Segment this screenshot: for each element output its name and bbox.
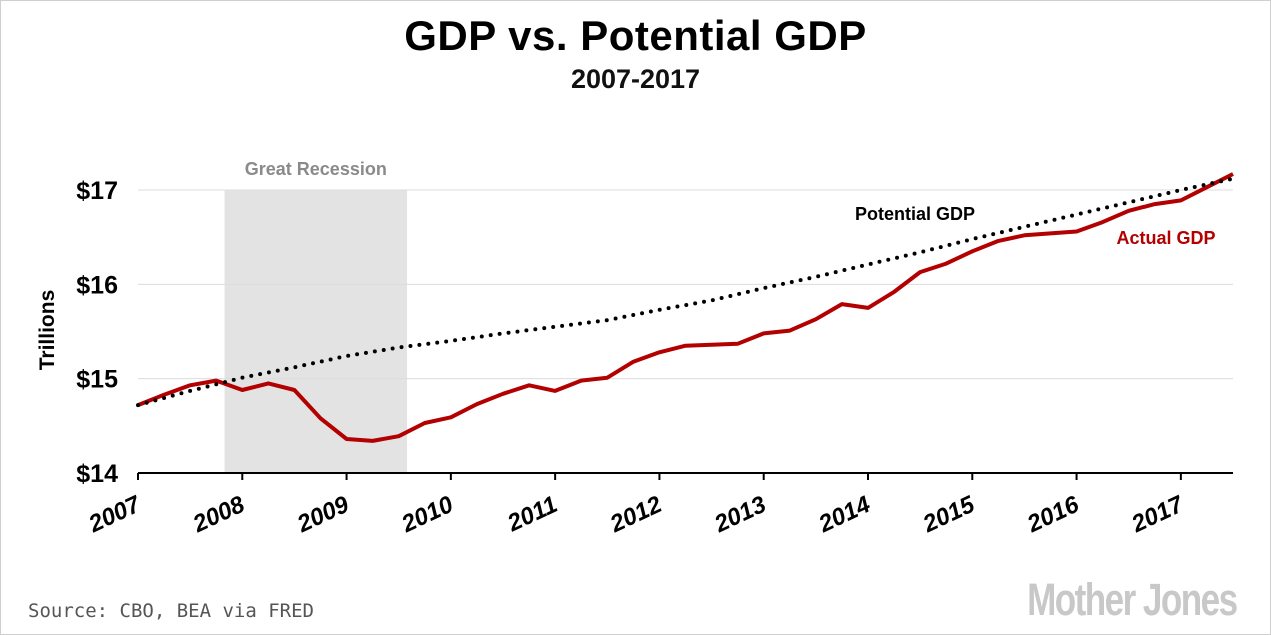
potential-gdp-line — [136, 176, 1235, 408]
y-tick-label: $14 — [76, 460, 118, 488]
y-axis-label: Trillions — [36, 290, 59, 371]
x-tick-label: 2014 — [814, 491, 875, 538]
x-tick-label: 2007 — [84, 490, 146, 538]
y-tick-label: $17 — [76, 177, 118, 205]
x-tick-label: 2015 — [918, 491, 979, 539]
chart-title: GDP vs. Potential GDP — [404, 12, 867, 59]
y-tick-label: $16 — [76, 271, 118, 299]
x-tick-label: 2017 — [1127, 490, 1189, 538]
x-tick-label: 2008 — [188, 491, 249, 539]
y-tick-label: $15 — [76, 366, 118, 394]
x-tick-label: 2013 — [710, 491, 771, 539]
source-note: Source: CBO, BEA via FRED — [28, 600, 314, 622]
potential-gdp-label: Potential GDP — [855, 204, 975, 224]
x-tick-label: 2016 — [1022, 491, 1083, 539]
x-tick-label: 2012 — [605, 491, 666, 539]
x-tick-label: 2010 — [397, 491, 458, 539]
x-tick-label: 2011 — [503, 491, 562, 538]
great-recession-label: Great Recession — [245, 159, 387, 179]
actual-gdp-label: Actual GDP — [1116, 228, 1215, 248]
mother-jones-logo: Mother Jones — [1027, 574, 1239, 625]
actual-gdp-line — [137, 172, 1234, 443]
x-tick-label: 2009 — [292, 491, 353, 539]
chart-subtitle: 2007-2017 — [570, 64, 701, 94]
recession-shade — [224, 190, 408, 473]
